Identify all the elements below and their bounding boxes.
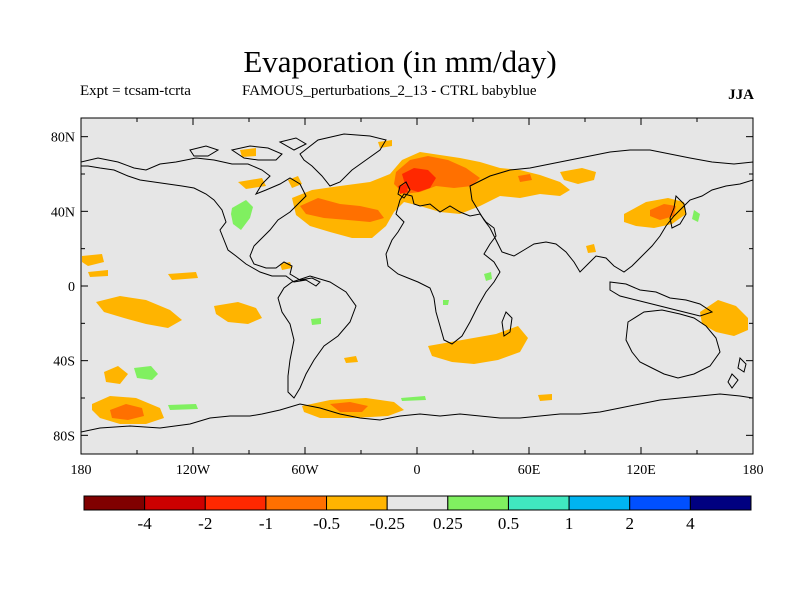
coast-new-zealand [727,356,747,389]
lat-label: 0 [68,280,75,295]
colorbar-label: -1 [259,514,273,533]
colorbar-swatch [689,495,752,511]
anomaly-south-pacific-green [134,366,158,380]
anomaly-arctic-north [378,140,392,148]
anomaly-south-atlantic-green [401,396,426,401]
coast-madagascar [501,311,513,337]
colorbar-swatch [568,495,631,511]
anomaly-south-atlantic-africa [428,326,528,364]
anomaly-southern-ocean-atlantic-core [330,402,368,412]
lon-label: 180 [743,463,764,478]
colorbar-label: 2 [625,514,634,533]
lon-label: 60E [518,463,541,478]
anomaly-arctic-north-2 [240,148,256,157]
colorbar-label: -2 [198,514,212,533]
coast-south-america [277,275,357,399]
anomaly-arctic-canada [238,178,266,189]
lat-label: 80S [53,429,75,444]
colorbar-swatch [507,495,570,511]
colorbar-swatch [83,495,146,511]
colorbar-swatch [265,495,328,511]
anomaly-tropical-south-pacific [96,296,182,328]
colorbar-label: 0.25 [433,514,463,533]
coast-uk [397,181,411,199]
colorbar-swatch [326,495,388,511]
anomaly-equatorial-atlantic-green [443,300,449,305]
anomaly-russia-small [518,174,532,182]
anomaly-uk [398,184,408,194]
anomaly-east-africa-green [484,272,492,281]
lon-label: 0 [414,463,421,478]
coast-indonesia [609,281,714,317]
anomaly-japan-core [650,204,676,220]
coast-greenland [299,133,387,187]
anomaly-japan-east [692,210,700,222]
anomaly-central-pacific [168,272,198,280]
experiment-label: Expt = tcsam-tcrta [80,83,191,99]
coast-australia [625,309,721,379]
lon-label: 120W [176,463,211,478]
anomaly-east-pacific-north [82,254,104,266]
colorbar-label: 1 [565,514,574,533]
anomaly-siberia [560,168,596,184]
anomaly-pacific-green [311,318,321,325]
anomaly-east-pacific-south [104,366,128,384]
colorbar-swatch [204,495,267,511]
coast-japan [669,194,687,229]
anomaly-southern-ocean-pacific-core [110,404,144,420]
colorbar-swatch [629,495,691,511]
anomaly-east-pacific-north-2 [88,270,108,277]
colorbar-swatch [144,495,206,511]
colorbar-label: 0.5 [498,514,519,533]
coast-asia [469,149,753,273]
coast-north-america [81,157,321,287]
latitude-ticks: 80N 40N 0 40S 80S [51,131,753,444]
coastlines [81,133,753,433]
colorbar-label: -4 [138,514,153,533]
colorbar-swatch [386,495,449,511]
colorbar-label: -0.5 [313,514,340,533]
anomaly-coral-sea [700,300,748,336]
anomaly-indian-small [586,244,596,253]
coast-antarctica [81,393,753,433]
lon-label: 120E [626,463,656,478]
lon-label: 60W [291,463,319,478]
lat-label: 80N [51,131,75,146]
plot-title: Evaporation (in mm/day) [243,44,557,79]
anomaly-scandinavia [402,168,436,192]
colorbar-label: 4 [686,514,695,533]
anomaly-gulf-stream [300,198,384,222]
longitude-ticks: 180 120W 60W 0 60E 120E 180 [71,118,764,478]
lat-label: 40S [53,355,75,370]
anomaly-southern-ocean-green [168,404,198,410]
colorbar: -4 -2 -1 -0.5 -0.25 0.25 0.5 1 2 4 [83,495,752,533]
colorbar-swatch [447,495,509,511]
colorbar-label: -0.25 [369,514,404,533]
coast-arctic-canada [189,137,308,161]
lon-label: 180 [71,463,92,478]
experiment-name: FAMOUS_perturbations_2_13 - CTRL babyblu… [242,83,537,99]
coast-europe-africa [385,193,501,345]
lat-label: 40N [51,205,75,220]
anomaly-s-african-small [344,356,358,363]
anomaly-fields [82,140,748,424]
anomaly-s-indian-small [538,394,552,401]
anomaly-peru [214,302,262,324]
season-label: JJA [728,87,754,103]
anomaly-western-us [231,200,253,230]
